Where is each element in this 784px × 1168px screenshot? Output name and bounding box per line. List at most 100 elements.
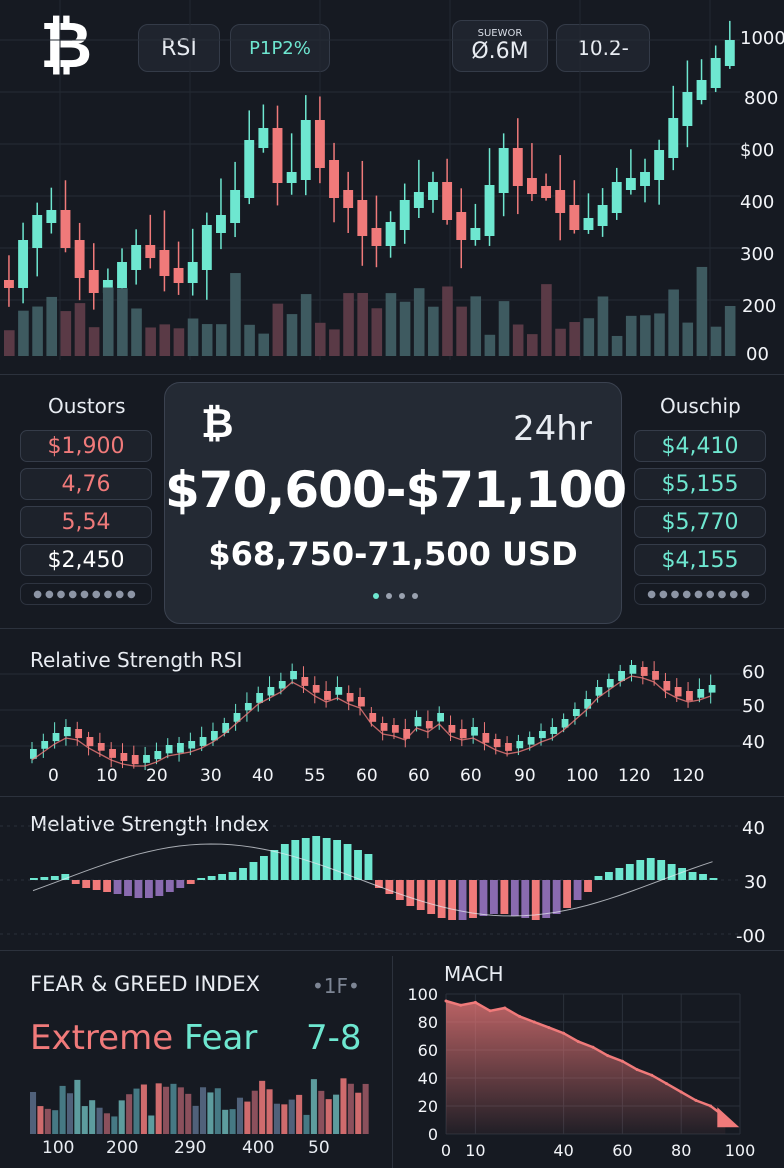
index-bar (197, 878, 206, 880)
volume-bar (60, 311, 72, 356)
main-y-label: 800 (744, 88, 779, 109)
volume-box[interactable]: SUEWOR O̸.6M (452, 20, 548, 72)
pager-dot[interactable] (386, 593, 392, 599)
right-list-item[interactable]: $4,155 (634, 544, 766, 576)
right-list-item[interactable]: $5,770 (634, 506, 766, 538)
fg-x-label: 200 (106, 1138, 139, 1158)
rsi-line (31, 675, 711, 767)
index-bar (573, 880, 582, 900)
index-bar (479, 880, 488, 916)
fear-greed-bar (44, 1108, 51, 1134)
candle-body (456, 212, 467, 240)
mach-point (473, 1000, 477, 1004)
index-bar (605, 872, 613, 880)
pager-dot[interactable] (412, 593, 418, 599)
rsi-candle-body (233, 713, 241, 722)
candle-body (526, 178, 537, 194)
index-bar (552, 880, 561, 914)
candle-body (512, 148, 523, 186)
index-bar (176, 880, 185, 888)
left-list-item[interactable]: $1,900 (20, 430, 152, 462)
rsi-candle-body (52, 733, 60, 742)
rsi-candle-body (335, 687, 343, 695)
rsi-candle-body (346, 693, 354, 702)
fear-greed-bar (318, 1090, 325, 1134)
fear-greed-bar (30, 1092, 37, 1134)
volume-bar (173, 328, 185, 356)
rsi-candle-body (199, 737, 207, 746)
candle-body (201, 225, 212, 270)
percent-button[interactable]: P1P2% (230, 24, 330, 72)
left-list-pager[interactable]: ●●●●●●●●● (20, 583, 152, 605)
index-bar (165, 880, 174, 892)
left-list-item[interactable]: 4,76 (20, 468, 152, 500)
candle-body (88, 270, 99, 293)
rsi-x-label: 20 (146, 766, 168, 786)
rsi-candle-body (301, 677, 309, 686)
rsi-y-label: 40 (742, 732, 765, 753)
volume-bar (428, 306, 439, 356)
fear-greed-bar (52, 1110, 59, 1134)
right-list-item[interactable]: $5,155 (634, 468, 766, 500)
left-list-item[interactable]: $2,450 (20, 544, 152, 576)
mach-point (444, 999, 448, 1003)
volume-bar (201, 324, 213, 356)
volume-bar (145, 327, 156, 356)
index-bar (699, 874, 707, 880)
rsi-x-label: 60 (356, 766, 378, 786)
index-bar (270, 850, 279, 880)
rsi-candle-body (30, 749, 37, 759)
rsi-candle-body (629, 665, 637, 674)
mach-point (562, 1031, 566, 1035)
fear-greed-bar (155, 1083, 162, 1134)
rsi-x-label: 10 (96, 766, 118, 786)
fear-greed-bar (244, 1101, 251, 1134)
mach-y-tick-label: 60 (418, 1041, 438, 1060)
index-bar (500, 880, 509, 914)
right-list-item[interactable]: $4,410 (634, 430, 766, 462)
card-pager-dots[interactable] (373, 593, 418, 599)
index-bar (312, 836, 321, 880)
rsi-candle-body (256, 693, 264, 703)
index-bar (333, 840, 342, 880)
index-bar (239, 868, 247, 880)
rsi-x-label: 60 (408, 766, 430, 786)
volume-bar (357, 292, 368, 356)
rsi-candle-body (686, 691, 693, 701)
candle-body (46, 210, 57, 223)
right-list-pager[interactable]: ●●●●●●●●● (634, 583, 766, 605)
mach-y-tick-label: 40 (418, 1069, 438, 1088)
rsi-button[interactable]: RSI (138, 24, 220, 72)
fear-greed-bar (89, 1100, 96, 1134)
index-bar (510, 880, 519, 916)
index-bar (406, 880, 415, 906)
fear-greed-bar (222, 1109, 229, 1134)
pager-dot[interactable] (399, 593, 405, 599)
volume-bar (442, 286, 453, 356)
fear-greed-label: Extreme Fear (30, 1018, 257, 1058)
fear-greed-bar (207, 1092, 214, 1134)
candle-body (4, 280, 14, 288)
index-bar (124, 880, 132, 896)
candle-body (102, 280, 113, 293)
fear-greed-tag: •1F• (312, 974, 360, 998)
rsi-candle-body (674, 687, 682, 697)
rsi-candle-body (437, 713, 444, 722)
fear-greed-value: 7-8 (306, 1018, 362, 1058)
fear-greed-bars (30, 1078, 369, 1134)
fear-greed-bar (59, 1085, 66, 1134)
index-bar (30, 878, 38, 880)
candle-body (724, 40, 735, 66)
left-list-item[interactable]: 5,54 (20, 506, 152, 538)
index-bar (437, 880, 446, 918)
volume-bar (371, 308, 383, 356)
fear-greed-bar (96, 1107, 103, 1134)
rsi-candlestick-chart (0, 660, 740, 770)
index-bar (260, 856, 268, 880)
volume-bar (385, 293, 397, 356)
card-period-label: 24hr (513, 409, 592, 449)
rsi-candle-body (165, 745, 173, 754)
pager-dot-active[interactable] (373, 593, 379, 599)
volume-bar (413, 288, 425, 356)
rsi-candle-body (120, 753, 128, 761)
